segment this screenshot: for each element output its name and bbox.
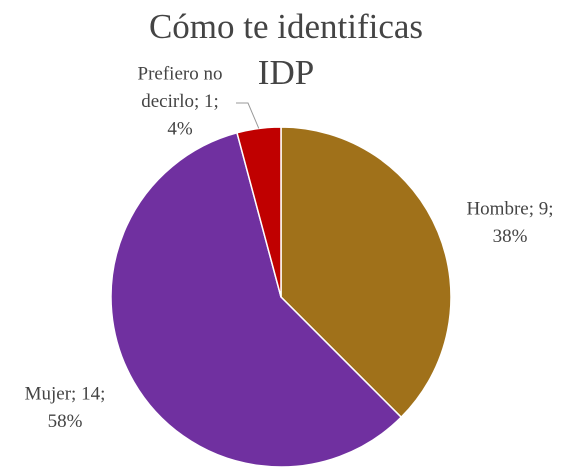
data-label: Hombre; 9; — [466, 198, 553, 219]
data-label: Mujer; 14; — [25, 383, 106, 404]
pie-slice — [280, 126, 452, 419]
data-label: 4% — [167, 118, 193, 139]
data-label: Prefiero no — [138, 63, 223, 84]
data-label: 58% — [48, 411, 83, 432]
data-label: 38% — [493, 226, 528, 247]
leader-line — [236, 102, 260, 129]
pie-slice — [236, 126, 282, 298]
pie-slice — [110, 131, 403, 468]
data-label: decirlo; 1; — [141, 91, 219, 112]
chart-title: Cómo te identificas IDP — [148, 7, 424, 92]
